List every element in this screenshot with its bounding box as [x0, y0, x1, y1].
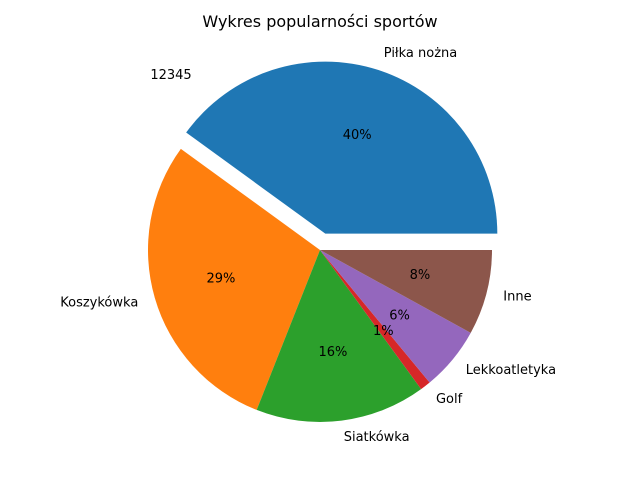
- percent-label-4: 6%: [389, 308, 410, 323]
- slice-label-2: Siatkówka: [344, 430, 410, 445]
- percent-label-0: 40%: [343, 128, 372, 143]
- slice-label-5: Inne: [503, 290, 531, 305]
- percent-label-5: 8%: [410, 268, 431, 283]
- chart-title: Wykres popularności sportów: [202, 12, 437, 31]
- slice-label-4: Lekkoatletyka: [466, 363, 556, 378]
- slice-label-0: Piłka nożna: [384, 46, 457, 61]
- pie-slice-0: [186, 61, 498, 234]
- pie-slice-1: [148, 148, 320, 410]
- slice-label-3: Golf: [436, 392, 463, 407]
- pie-slice-3: [320, 250, 430, 390]
- percent-label-1: 29%: [206, 271, 235, 286]
- labels-layer: 40% Piłka nożna 29% Koszykówka 16% Siatkówka 1…: [60, 46, 556, 445]
- chart-annotation: 12345: [150, 68, 191, 83]
- slice-label-1: Koszykówka: [60, 295, 138, 310]
- pie-slice-5: [320, 250, 492, 333]
- percent-label-2: 16%: [318, 345, 347, 360]
- percent-label-3: 1%: [373, 324, 394, 339]
- slices-layer: [148, 61, 498, 422]
- pie-slice-2: [256, 250, 422, 422]
- pie-slice-4: [320, 250, 471, 383]
